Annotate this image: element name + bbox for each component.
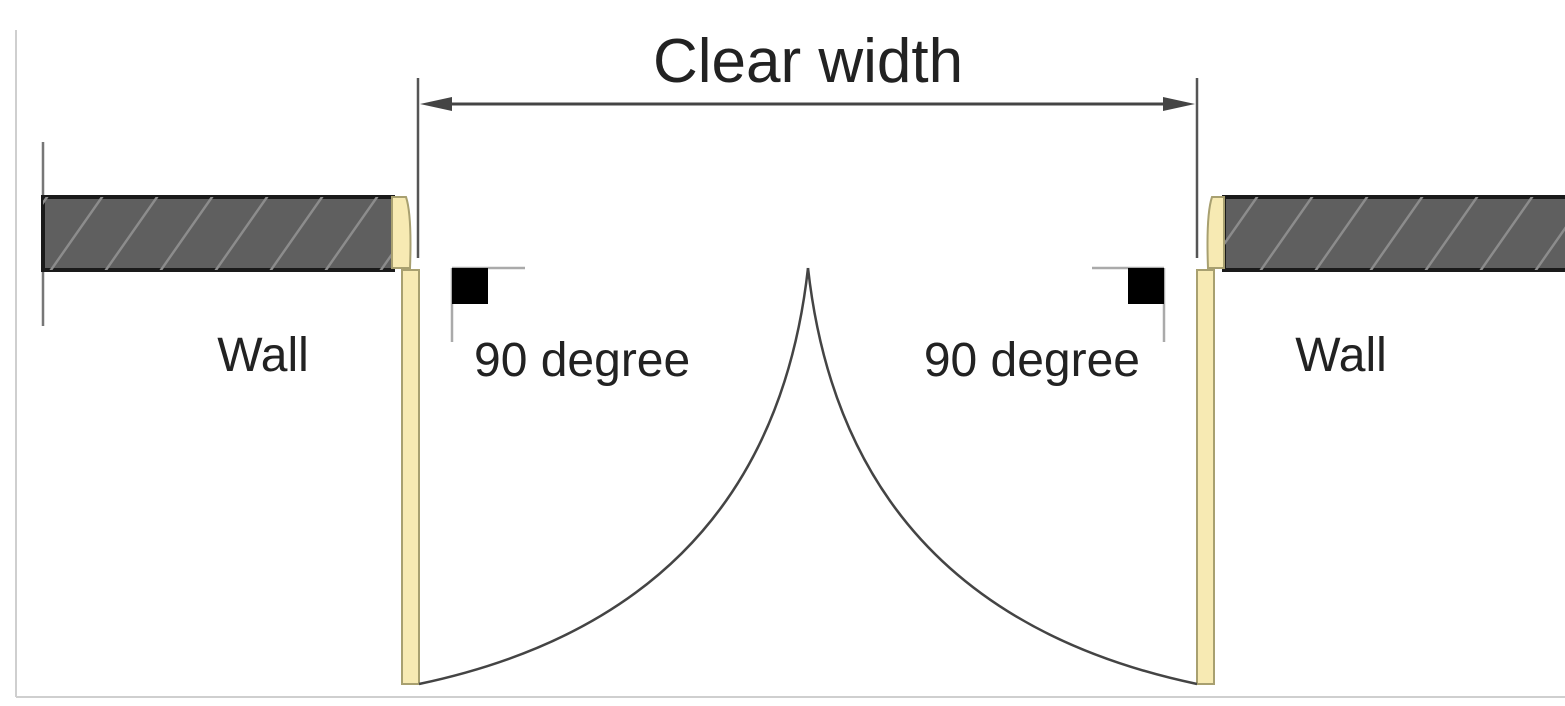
wall-right-label: Wall [1295, 329, 1387, 382]
wall-right-hatch [1224, 197, 1565, 270]
door-swing-arc-left [419, 268, 808, 684]
door-jamb-left [392, 197, 411, 268]
door-leaf-left [402, 270, 419, 684]
door-jamb-right [1208, 197, 1225, 268]
wall-left [43, 142, 411, 326]
dimension-label: Clear width [653, 27, 963, 96]
angle-label-right: 90 degree [924, 334, 1140, 387]
wall-right [1208, 197, 1565, 270]
clear-width-dimension: Clear width [418, 27, 1197, 258]
door-swing-arc-right [808, 268, 1197, 684]
angle-label-left: 90 degree [474, 334, 690, 387]
dimension-arrow-right [1163, 97, 1195, 111]
dimension-arrow-left [420, 97, 452, 111]
wall-left-hatch [43, 197, 393, 270]
wall-left-label: Wall [217, 329, 309, 382]
door-leaf-right [1197, 270, 1214, 684]
right-angle-marker-right [1092, 268, 1164, 342]
right-angle-marker-left [452, 268, 525, 342]
